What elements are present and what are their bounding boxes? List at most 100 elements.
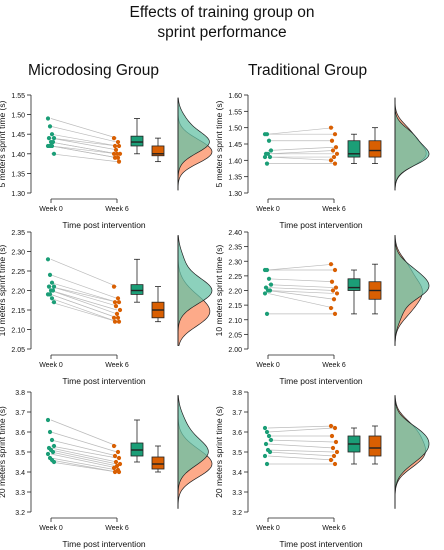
week6-point (115, 139, 121, 145)
figure-title-line-2: sprint performance (157, 24, 287, 41)
pair-line (50, 145, 118, 155)
week0-point (264, 161, 270, 166)
x-axis-label: Time post intervention (62, 539, 146, 549)
week0-point (266, 138, 272, 143)
week6-point (111, 136, 117, 141)
week6-point (111, 284, 117, 289)
week0-point (267, 288, 273, 293)
pair-line (50, 137, 118, 147)
week0-point (47, 272, 53, 277)
pair-line (50, 286, 118, 303)
y-tick-label: 2.35 (11, 230, 25, 237)
week6-box-box (368, 140, 382, 158)
pair-line (50, 431, 118, 453)
week0-point (51, 443, 57, 449)
week6-point (328, 262, 334, 267)
week6-point (114, 311, 120, 316)
panel-5: 3.2 3.3 3.4 3.5 3.6 3.7 3.8 20 meters sprint ti… (0, 390, 213, 549)
pair-line (267, 150, 335, 155)
y-tick-label: 3.5 (232, 450, 242, 457)
y-tick-label: 2.25 (228, 274, 242, 281)
week6-point (333, 145, 339, 150)
week6-point (332, 461, 338, 467)
pair-line (50, 457, 118, 471)
x-tick-label: Week 6 (322, 362, 346, 369)
week6-point (116, 469, 122, 475)
week6-point (112, 469, 118, 475)
week0-point (50, 288, 56, 293)
y-tick-label: 1.45 (228, 142, 242, 149)
week0-box-box (347, 140, 361, 158)
y-tick-label: 3.7 (232, 410, 242, 417)
y-tick-label: 2.25 (11, 269, 25, 276)
y-tick-label: 1.60 (228, 93, 242, 100)
y-tick-label: 3.4 (232, 470, 242, 477)
week0-point (264, 267, 270, 273)
week0-point (262, 425, 268, 431)
week0-point (264, 311, 270, 316)
week0-point (264, 132, 270, 137)
week0-point (47, 429, 53, 435)
pair-line (50, 449, 118, 465)
x-axis-label: Time post intervention (62, 376, 146, 386)
week6-point (115, 315, 121, 320)
week6-box-box (368, 435, 382, 457)
y-tick-label: 2.35 (228, 245, 242, 252)
y-axis-label: 20 meters sprint time (s) (214, 406, 224, 498)
pair-line (267, 290, 335, 300)
y-tick-label: 1.35 (228, 175, 242, 182)
y-tick-label: 3.7 (15, 410, 25, 417)
week0-point (267, 154, 273, 160)
y-tick-label: 2.30 (228, 259, 242, 266)
week6-point (328, 457, 334, 463)
week0-point (263, 441, 269, 447)
week6-point (111, 443, 117, 449)
x-axis-label: Time post intervention (279, 220, 363, 230)
y-tick-label: 2.05 (11, 347, 25, 354)
week6-box-box (151, 456, 165, 470)
x-tick-label: Week 0 (256, 206, 280, 213)
x-axis-label: Time post intervention (279, 539, 363, 549)
y-tick-label: 2.20 (228, 289, 242, 296)
week6-point (117, 461, 123, 467)
pair-line (267, 287, 335, 291)
y-tick-label: 2.15 (228, 303, 242, 310)
pair-line (50, 290, 118, 315)
week0-point (265, 151, 271, 156)
y-tick-label: 3.8 (232, 390, 242, 397)
pair-line (267, 455, 335, 461)
pair-line (50, 258, 118, 287)
y-axis-label: 20 meters sprint time (s) (0, 406, 7, 498)
pair-line (267, 127, 335, 135)
y-tick-label: 3.3 (232, 490, 242, 497)
week6-point (112, 300, 118, 305)
week0-density (177, 235, 213, 346)
x-tick-label: Week 0 (39, 525, 63, 532)
week0-point (46, 136, 52, 141)
y-tick-label: 1.35 (11, 171, 25, 178)
week0-point (268, 282, 274, 287)
week6-point (329, 138, 335, 143)
x-tick-label: Week 6 (105, 525, 129, 532)
pair-line (267, 427, 335, 433)
week6-point (116, 455, 122, 461)
week0-point (45, 417, 51, 423)
y-tick-label: 2.40 (228, 230, 242, 237)
week0-point (51, 300, 57, 305)
pair-line (267, 278, 335, 283)
pair-line (50, 126, 118, 143)
week6-point (333, 285, 339, 290)
week6-point (115, 449, 121, 455)
week0-point (264, 461, 270, 467)
y-tick-label: 2.00 (228, 347, 242, 354)
pair-line (50, 282, 118, 303)
y-axis-label: 5 meters sprint time (s) (0, 100, 7, 187)
x-tick-label: Week 6 (322, 206, 346, 213)
week6-point (114, 463, 120, 469)
week0-density (177, 395, 209, 509)
week6-point (113, 304, 119, 309)
week0-point (268, 148, 274, 153)
figure-title-line-1: Effects of training group on (129, 4, 315, 21)
week0-point (51, 151, 57, 156)
